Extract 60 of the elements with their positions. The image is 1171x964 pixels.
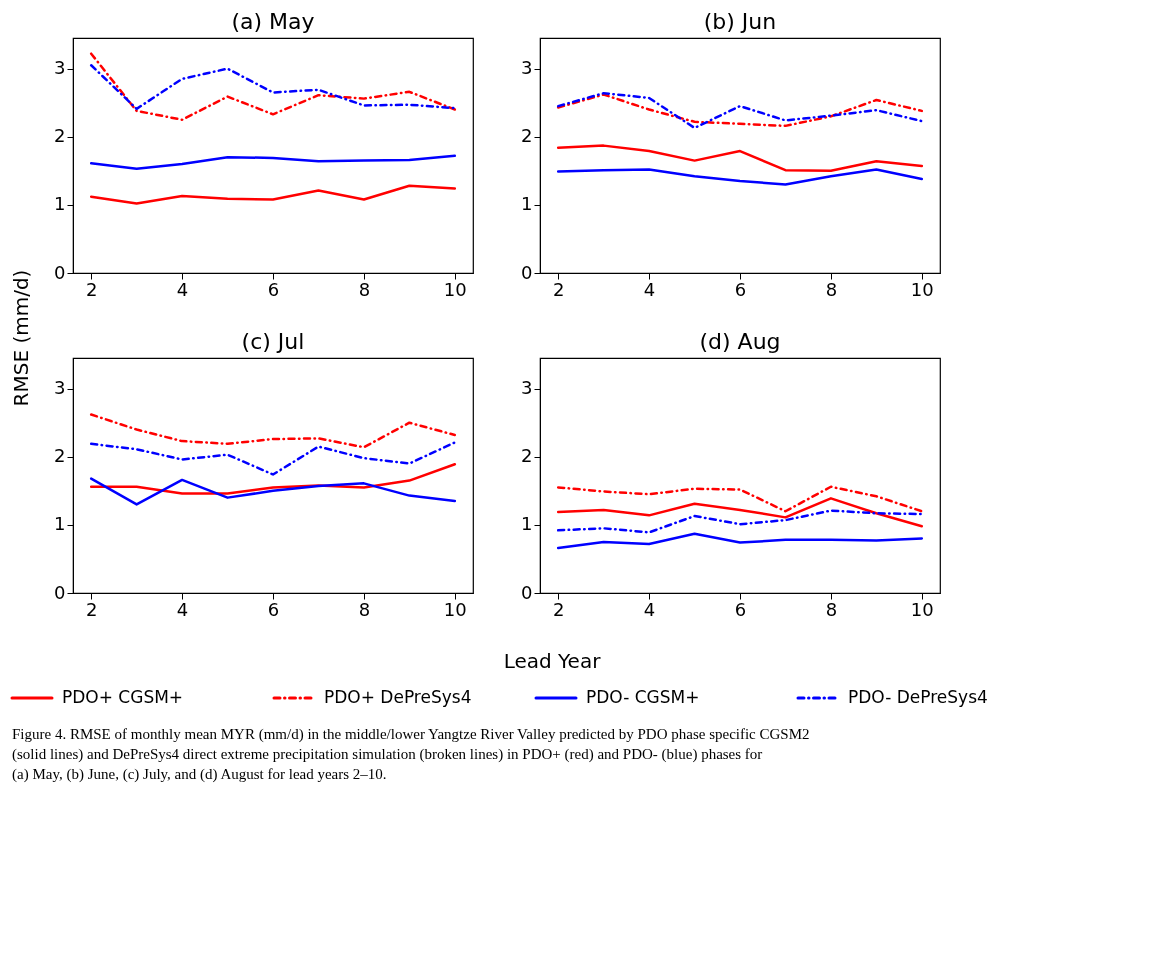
x-tick-label: 2 bbox=[552, 598, 565, 620]
y-tick-label: 2 bbox=[521, 125, 533, 147]
y-tick-label: 1 bbox=[521, 193, 533, 215]
x-tick-label: 2 bbox=[85, 278, 98, 300]
line-series bbox=[556, 532, 924, 550]
x-tick-label: 10 bbox=[910, 278, 934, 300]
y-tick-label: 3 bbox=[521, 57, 533, 79]
x-tick-label: 6 bbox=[734, 598, 747, 620]
y-tick-label: 0 bbox=[54, 261, 66, 283]
x-tick-label: 2 bbox=[85, 598, 98, 620]
y-tick-label: 2 bbox=[521, 445, 533, 467]
line-series bbox=[89, 413, 457, 449]
chart-title: (c) Jul bbox=[241, 329, 305, 354]
y-tick-label: 1 bbox=[54, 193, 66, 215]
line-series bbox=[556, 509, 924, 534]
legend-label: PDO+ CGSM+ bbox=[62, 687, 184, 707]
x-tick-label: 2 bbox=[552, 278, 565, 300]
line-series bbox=[556, 485, 924, 513]
x-tick-label: 4 bbox=[643, 598, 656, 620]
y-tick-label: 0 bbox=[521, 581, 533, 603]
x-tick-label: 4 bbox=[643, 278, 656, 300]
y-tick-label: 2 bbox=[54, 125, 66, 147]
legend-label: PDO+ DePreSys4 bbox=[324, 687, 472, 707]
x-axis-title: Lead Year bbox=[503, 649, 602, 673]
x-tick-label: 8 bbox=[358, 598, 371, 620]
x-tick-label: 8 bbox=[825, 278, 838, 300]
line-series bbox=[89, 477, 457, 506]
y-tick-label: 3 bbox=[54, 57, 66, 79]
y-tick-label: 2 bbox=[54, 445, 66, 467]
y-tick-label: 3 bbox=[54, 377, 66, 399]
line-series bbox=[556, 144, 924, 173]
x-tick-label: 8 bbox=[358, 278, 371, 300]
x-tick-label: 4 bbox=[176, 278, 189, 300]
line-series bbox=[556, 497, 924, 528]
legend-label: PDO- DePreSys4 bbox=[848, 687, 988, 707]
line-series bbox=[89, 441, 457, 476]
line-series bbox=[89, 64, 457, 111]
line-series bbox=[89, 154, 457, 171]
x-tick-label: 10 bbox=[443, 278, 467, 300]
x-tick-label: 10 bbox=[910, 598, 934, 620]
line-series bbox=[89, 184, 457, 205]
chart-title: (b) Jun bbox=[703, 9, 777, 34]
x-tick-label: 6 bbox=[267, 278, 280, 300]
x-tick-label: 6 bbox=[734, 278, 747, 300]
x-tick-label: 6 bbox=[267, 598, 280, 620]
y-tick-label: 0 bbox=[521, 261, 533, 283]
chart-title: (d) Aug bbox=[699, 329, 781, 354]
y-tick-label: 1 bbox=[54, 513, 66, 535]
x-tick-label: 8 bbox=[825, 598, 838, 620]
y-axis-title: RMSE (mm/d) bbox=[9, 269, 33, 407]
caption: Figure 4. RMSE of monthly mean MYR (mm/d) in the middle/lower Yangtze River Valley predicted by PDO phase specific CGSM2 (solid lines) and DePreSys4 direct extreme precipitation simulation (broken lines) in PDO+ (red) and PDO- (blue) phases for (a) May, (b) June, (c) July, and (d) August for lead years 2–10. bbox=[12, 726, 810, 783]
x-tick-label: 4 bbox=[176, 598, 189, 620]
y-tick-label: 1 bbox=[521, 513, 533, 535]
chart-title: (a) May bbox=[231, 9, 315, 34]
line-series bbox=[556, 168, 924, 186]
legend-label: PDO- CGSM+ bbox=[586, 687, 700, 707]
y-tick-label: 3 bbox=[521, 377, 533, 399]
line-series bbox=[89, 52, 457, 121]
x-tick-label: 10 bbox=[443, 598, 467, 620]
y-tick-label: 0 bbox=[54, 581, 66, 603]
